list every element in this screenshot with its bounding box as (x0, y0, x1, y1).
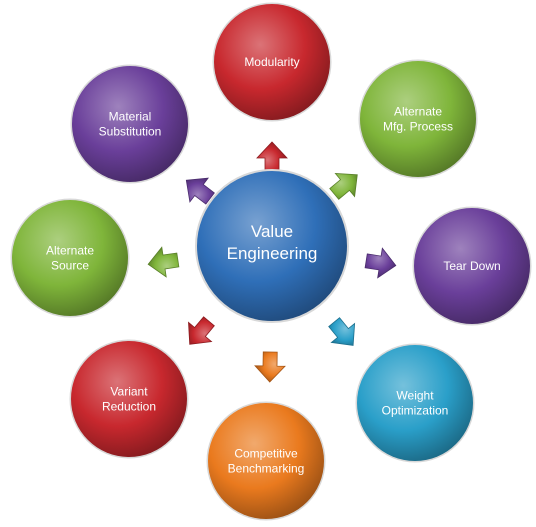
node-label: Weight Optimization (382, 389, 449, 418)
center-circle (195, 169, 349, 323)
node-label: Modularity (244, 55, 299, 69)
node-circle (214, 4, 330, 120)
node-label: Variant Reduction (102, 385, 156, 414)
node-competitive-benchmarking: Competitive Benchmarking (206, 401, 326, 521)
node-tear-down: Tear Down (412, 206, 532, 326)
node-material-substitution: Material Substitution (70, 64, 190, 184)
arrow-shape (185, 177, 215, 205)
node-weight-optimization: Weight Optimization (355, 343, 475, 463)
node-circle (12, 200, 128, 316)
node-label: Tear Down (443, 259, 500, 273)
nodes-layer: Modularity Alternate Mfg. Process Tear Down… (10, 2, 532, 521)
arrow-alternate-mfg-process (329, 173, 358, 200)
arrow-competitive-benchmarking (254, 351, 286, 383)
arrow-tear-down (364, 247, 397, 279)
arrow-modularity (256, 141, 288, 173)
node-label: Material Substitution (99, 110, 162, 139)
arrow-variant-reduction (188, 316, 215, 345)
node-alternate-mfg-process: Alternate Mfg. Process (358, 59, 478, 179)
node-alternate-source: Alternate Source (10, 198, 130, 318)
node-label: Alternate Mfg. Process (383, 105, 453, 134)
arrow-shape (329, 173, 358, 200)
arrow-weight-optimization (328, 317, 356, 346)
arrow-shape (256, 141, 288, 173)
arrow-material-substitution (185, 177, 215, 205)
arrow-alternate-source (147, 246, 180, 278)
node-circle (208, 403, 324, 519)
node-label: Competitive Benchmarking (228, 447, 305, 476)
node-label: Alternate Source (46, 244, 94, 273)
arrow-shape (188, 316, 215, 345)
arrow-shape (147, 246, 180, 278)
node-circle (414, 208, 530, 324)
node-circle (72, 66, 188, 182)
node-variant-reduction: Variant Reduction (69, 339, 189, 459)
center-node: Value Engineering (195, 169, 349, 323)
node-circle (357, 345, 473, 461)
arrows-layer (147, 141, 397, 383)
arrow-shape (328, 317, 356, 346)
node-modularity: Modularity (212, 2, 332, 122)
center-label: Value Engineering (227, 222, 318, 263)
node-circle (360, 61, 476, 177)
arrow-shape (254, 351, 286, 383)
node-circle (71, 341, 187, 457)
arrow-shape (364, 247, 397, 279)
